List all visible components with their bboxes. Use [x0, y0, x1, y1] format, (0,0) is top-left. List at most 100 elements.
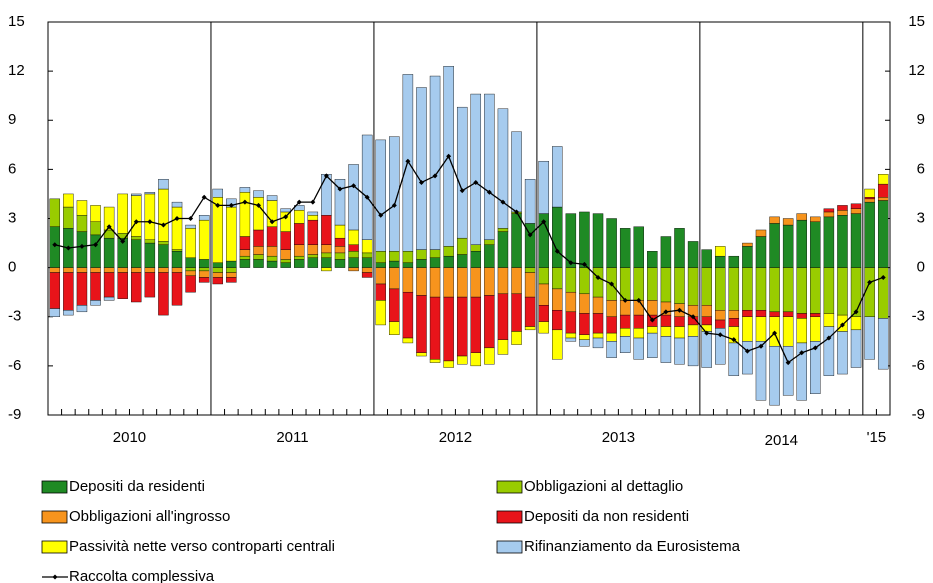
- bar-segment: [742, 246, 753, 268]
- bar-segment: [416, 87, 427, 250]
- bar-segment: [633, 267, 644, 301]
- bar-segment: [470, 93, 482, 245]
- bar-segment: [647, 251, 658, 268]
- bar-segment: [239, 192, 251, 237]
- bar-segment: [715, 328, 726, 365]
- line-marker: [269, 219, 275, 225]
- bar-segment: [375, 300, 386, 326]
- bar-segment: [375, 262, 386, 268]
- line-marker: [554, 248, 560, 254]
- bar-segment: [321, 252, 332, 258]
- bar-segment: [619, 328, 631, 337]
- bar-segment: [226, 272, 237, 278]
- bar-segment: [810, 313, 821, 317]
- bar-segment: [606, 218, 617, 268]
- bar-segment: [647, 300, 658, 316]
- line-marker: [677, 307, 682, 313]
- bar-segment: [484, 244, 495, 268]
- line-marker: [459, 188, 465, 194]
- legend-swatch: [496, 510, 523, 524]
- bar-segment: [674, 267, 685, 304]
- bar-segment: [769, 223, 780, 268]
- bar-segment: [361, 252, 373, 258]
- bar-segment: [715, 319, 726, 329]
- bar-segment: [456, 355, 468, 365]
- legend-label: Obbligazioni all'ingrosso: [69, 508, 230, 525]
- legend-label: Rifinanziamento da Eurosistema: [524, 538, 741, 555]
- bar-segment: [117, 267, 128, 273]
- bar-segment: [307, 244, 319, 255]
- line-marker: [147, 219, 153, 225]
- bar-segment: [552, 206, 563, 268]
- bar-segment: [837, 210, 848, 216]
- bar-segment: [810, 341, 821, 394]
- bar-segment: [76, 215, 88, 232]
- bar-segment: [877, 174, 889, 185]
- line-marker: [378, 212, 384, 218]
- bar-segment: [294, 210, 305, 224]
- bar-segment: [728, 267, 740, 311]
- bar-segment: [633, 314, 644, 329]
- bar-segment: [511, 331, 522, 345]
- line-marker: [418, 179, 424, 185]
- bar-segment: [334, 237, 346, 247]
- bar-segment: [321, 267, 332, 272]
- bar-segment: [755, 236, 767, 268]
- line-marker: [405, 158, 411, 164]
- bar-segment: [456, 254, 468, 268]
- bar-segment: [158, 178, 169, 190]
- bar-segment: [877, 183, 889, 198]
- line-marker: [432, 173, 438, 179]
- bar-segment: [361, 257, 373, 268]
- bar-segment: [470, 251, 482, 268]
- bar-segment: [443, 267, 454, 298]
- line-marker: [880, 274, 886, 280]
- bar-segment: [226, 206, 237, 262]
- bar-segment: [266, 246, 278, 257]
- bar-segment: [715, 267, 726, 311]
- bar-segment: [294, 255, 305, 260]
- bar-segment: [185, 257, 196, 268]
- bar-segment: [158, 244, 169, 268]
- bar-segment: [443, 296, 454, 362]
- bar-segment: [402, 251, 414, 263]
- bar-segment: [823, 211, 835, 218]
- bar-segment: [579, 339, 590, 347]
- line-marker: [310, 199, 316, 205]
- bar-segment: [552, 267, 563, 290]
- bar-segment: [198, 267, 210, 272]
- bar-segment: [266, 260, 278, 268]
- y-tick-label: 12: [8, 62, 25, 79]
- line-marker: [486, 189, 492, 195]
- line-marker: [364, 194, 370, 200]
- bar-segment: [850, 316, 862, 331]
- bar-segment: [755, 316, 767, 342]
- line-marker: [541, 219, 547, 225]
- bar-segment: [266, 255, 278, 262]
- y2-tick-label: 15: [908, 13, 925, 30]
- bar-segment: [782, 218, 794, 226]
- bar-segment: [592, 296, 604, 314]
- bar-segment: [429, 296, 441, 360]
- line-marker: [65, 245, 71, 251]
- bar-segment: [76, 231, 88, 268]
- bar-segment: [579, 334, 590, 340]
- bar-segment: [266, 226, 278, 247]
- bar-segment: [592, 337, 604, 349]
- bar-segment: [212, 277, 223, 285]
- legend-marker: [52, 574, 58, 580]
- bar-segment: [429, 249, 441, 259]
- bar-segment: [633, 226, 644, 268]
- bar-segment: [619, 336, 631, 353]
- bar-segment: [117, 193, 128, 234]
- bar-segment: [674, 337, 685, 365]
- bar-segment: [49, 267, 61, 273]
- bar-segment: [647, 326, 658, 334]
- bar-segment: [755, 267, 767, 311]
- x-tick-label: 2014: [765, 432, 798, 449]
- line-marker: [609, 281, 615, 287]
- bar-segment: [701, 249, 712, 268]
- bar-segment: [497, 293, 509, 340]
- bar-segment: [484, 295, 495, 349]
- bar-segment: [239, 236, 251, 250]
